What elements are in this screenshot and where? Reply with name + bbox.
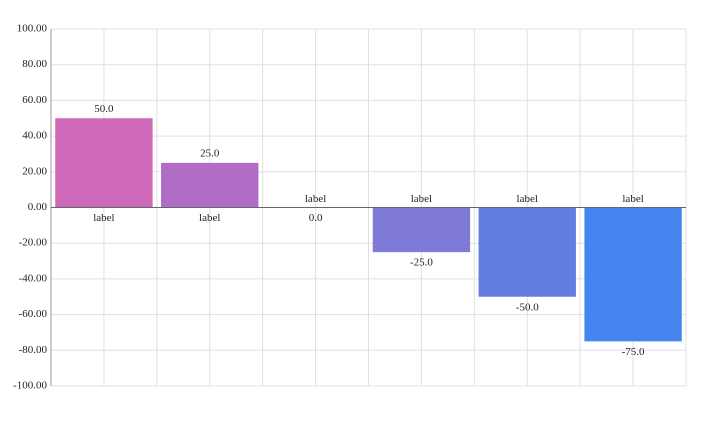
y-tick-label: -60.00 xyxy=(19,308,48,320)
bar xyxy=(584,207,682,342)
x-tick-label: label xyxy=(622,193,643,205)
value-label: -25.0 xyxy=(410,257,433,269)
y-tick-label: -40.00 xyxy=(19,272,48,284)
y-tick-label: -80.00 xyxy=(19,344,48,356)
x-tick-label: label xyxy=(411,193,432,205)
y-tick-label: 80.00 xyxy=(22,58,47,70)
value-label: 50.0 xyxy=(94,103,114,115)
x-tick-label: label xyxy=(93,212,114,224)
value-label: -75.0 xyxy=(622,346,645,358)
bar xyxy=(372,207,471,253)
value-label: 0.0 xyxy=(309,212,323,224)
x-tick-label: label xyxy=(305,193,326,205)
value-label: -50.0 xyxy=(516,301,539,313)
bar xyxy=(161,162,259,208)
bar xyxy=(55,118,153,208)
y-tick-label: 40.00 xyxy=(22,130,47,142)
y-tick-label: 0.00 xyxy=(28,201,48,213)
y-tick-label: 100.00 xyxy=(17,23,48,35)
y-tick-label: -20.00 xyxy=(19,237,48,249)
bar xyxy=(478,207,576,297)
y-tick-label: -100.00 xyxy=(13,380,47,392)
x-tick-label: label xyxy=(517,193,538,205)
y-tick-label: 60.00 xyxy=(22,94,47,106)
x-tick-label: label xyxy=(199,212,220,224)
y-tick-label: 20.00 xyxy=(22,165,47,177)
value-label: 25.0 xyxy=(200,147,220,159)
